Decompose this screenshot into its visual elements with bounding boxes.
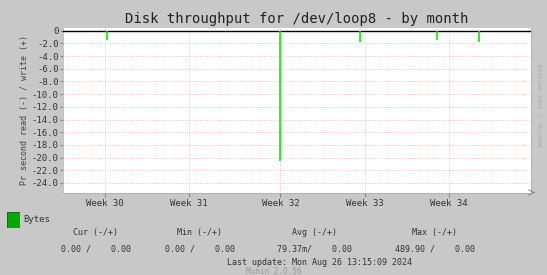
Text: Last update: Mon Aug 26 13:15:09 2024: Last update: Mon Aug 26 13:15:09 2024 <box>228 258 412 267</box>
Text: Cur (-/+): Cur (-/+) <box>73 228 118 237</box>
Text: Bytes: Bytes <box>23 216 50 224</box>
Y-axis label: Pr second read (-) / write (+): Pr second read (-) / write (+) <box>20 35 29 185</box>
Title: Disk throughput for /dev/loop8 - by month: Disk throughput for /dev/loop8 - by mont… <box>125 12 468 26</box>
Text: 0.00 /    0.00: 0.00 / 0.00 <box>61 244 131 253</box>
Text: Min (-/+): Min (-/+) <box>177 228 222 237</box>
Text: 79.37m/    0.00: 79.37m/ 0.00 <box>277 244 352 253</box>
Text: 0.00 /    0.00: 0.00 / 0.00 <box>165 244 235 253</box>
Text: Munin 2.0.56: Munin 2.0.56 <box>246 267 301 275</box>
Text: RRDTOOL / TOBI OETIKER: RRDTOOL / TOBI OETIKER <box>538 63 543 146</box>
Text: 489.90 /    0.00: 489.90 / 0.00 <box>395 244 475 253</box>
Text: Max (-/+): Max (-/+) <box>412 228 457 237</box>
Text: Avg (-/+): Avg (-/+) <box>292 228 337 237</box>
